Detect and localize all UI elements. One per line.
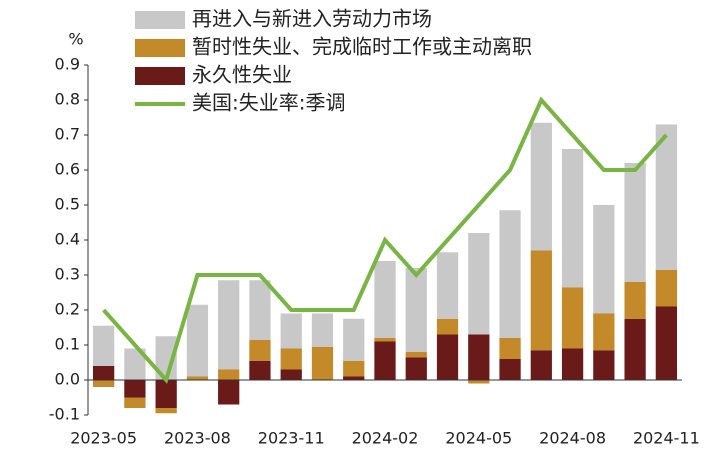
bar-segment xyxy=(186,304,209,377)
bar-segment xyxy=(280,313,302,349)
line xyxy=(102,96,668,385)
legend-swatch xyxy=(135,11,185,29)
bar-segment xyxy=(530,250,552,351)
bar-segment xyxy=(218,380,240,405)
x-tick-label: 2023-11 xyxy=(258,429,325,448)
bar-segment xyxy=(561,287,584,349)
x-tick-label: 2024-02 xyxy=(352,429,419,448)
bar-segment xyxy=(374,341,396,380)
bar-segment xyxy=(499,338,521,359)
bar-segment xyxy=(249,339,271,361)
bar-segment xyxy=(405,268,427,352)
y-tick-label: -0.1 xyxy=(49,405,80,424)
bar-segment xyxy=(343,376,365,380)
y-tick-label: 0.2 xyxy=(55,300,80,319)
bar-segment xyxy=(593,205,615,314)
bar-segment xyxy=(311,313,334,347)
y-tick-label: 0.9 xyxy=(55,55,80,74)
x-tick-label: 2024-08 xyxy=(539,429,606,448)
legend-label: 永久性失业 xyxy=(192,63,292,87)
bar-segment xyxy=(124,380,146,398)
bar-segment xyxy=(624,282,646,319)
bar-segment xyxy=(93,325,115,366)
y-tick-label: 0.6 xyxy=(55,160,80,179)
y-tick-label: 0.8 xyxy=(55,90,80,109)
bar-segment xyxy=(499,210,521,338)
bar-segment xyxy=(405,352,427,358)
bar-segment xyxy=(593,313,615,351)
bar-segment xyxy=(468,233,490,335)
bar-segment xyxy=(624,163,646,282)
bar-segment xyxy=(655,269,677,307)
bar-segment xyxy=(405,357,427,380)
legend-swatch xyxy=(135,39,185,57)
bar-segment xyxy=(374,338,396,342)
bar-segment xyxy=(124,348,146,380)
bar-segment xyxy=(186,376,209,380)
bar-segment xyxy=(311,346,334,380)
bar-segment xyxy=(468,334,490,380)
x-tick-label: 2024-05 xyxy=(445,429,512,448)
bar-segment xyxy=(155,408,177,414)
bar-segment xyxy=(93,380,115,387)
y-tick-label: 0.0 xyxy=(55,370,80,389)
bar-segment xyxy=(343,318,365,361)
bar-segment xyxy=(374,261,396,338)
bar-segment xyxy=(499,359,521,380)
bar-segment xyxy=(436,252,459,319)
y-tick-label: 0.5 xyxy=(55,195,80,214)
bar-segment xyxy=(249,280,271,340)
legend-swatch xyxy=(135,67,185,85)
bar-segment xyxy=(468,380,490,384)
bar-segment xyxy=(436,334,459,380)
bar-segment xyxy=(593,350,615,380)
bar-segment xyxy=(343,360,365,377)
bar-segment xyxy=(530,122,552,251)
bar-segment xyxy=(561,149,584,288)
bar-segment xyxy=(655,306,677,380)
y-tick-label: 0.3 xyxy=(55,265,80,284)
y-tick-label: 0.1 xyxy=(55,335,80,354)
x-tick-label: 2023-08 xyxy=(164,429,231,448)
legend-label: 美国:失业率:季调 xyxy=(192,91,345,115)
x-tick-label: 2024-11 xyxy=(633,429,700,448)
bar-segment xyxy=(249,360,271,380)
bar-segment xyxy=(280,369,302,380)
bar-segment xyxy=(124,397,146,408)
y-unit: % xyxy=(68,30,83,49)
y-tick-label: 0.7 xyxy=(55,125,80,144)
bar-segment xyxy=(436,318,459,335)
bar-segment xyxy=(655,124,677,270)
bar-segment xyxy=(218,369,240,380)
y-tick-label: 0.4 xyxy=(55,230,80,249)
bar-segment xyxy=(530,350,552,380)
legend-label: 再进入与新进入劳动力市场 xyxy=(192,7,432,31)
bar-segment xyxy=(280,348,302,370)
x-tick-label: 2023-05 xyxy=(70,429,137,448)
bar-segment xyxy=(218,280,240,370)
bar-segment xyxy=(155,380,177,408)
bar-segment xyxy=(561,348,584,380)
legend-label: 暂时性失业、完成临时工作或主动离职 xyxy=(192,35,532,59)
bar-segment xyxy=(624,318,646,380)
bar-segment xyxy=(93,366,115,380)
